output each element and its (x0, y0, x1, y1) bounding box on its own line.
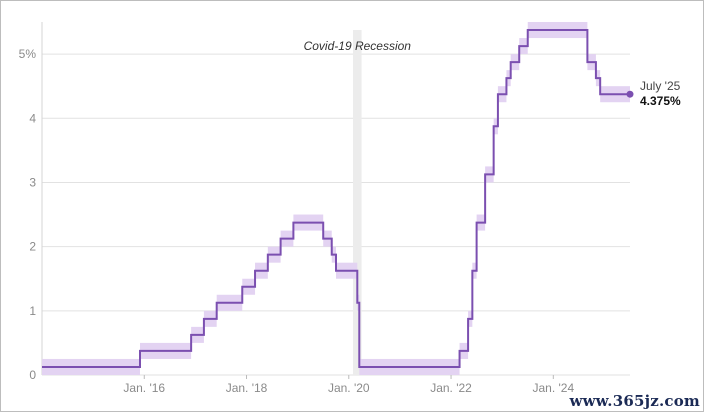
end-point-marker (626, 90, 634, 98)
y-tick-label: 3 (29, 175, 36, 189)
x-tick-label: Jan. '22 (430, 381, 472, 395)
recession-shading (353, 30, 362, 375)
watermark: www.365jz.com (569, 392, 700, 410)
end-value-label: 4.375% (640, 94, 681, 108)
target-range-band (42, 22, 630, 375)
y-tick-label: 5% (19, 47, 37, 61)
x-axis-ticks: Jan. '16 Jan. '18 Jan. '20 Jan. '22 Jan. '24 (123, 375, 574, 395)
end-date-label: July '25 (640, 79, 681, 93)
rate-step-line (42, 29, 630, 368)
y-tick-label: 0 (29, 368, 36, 382)
x-tick-label: Jan. '20 (328, 381, 370, 395)
y-tick-label: 4 (29, 111, 36, 125)
y-tick-label: 2 (29, 240, 36, 254)
y-tick-label: 1 (29, 304, 36, 318)
y-axis-ticks: 0 1 2 3 4 5% (19, 47, 37, 382)
x-tick-label: Jan. '24 (532, 381, 574, 395)
x-tick-label: Jan. '16 (123, 381, 165, 395)
grid-lines (41, 22, 630, 376)
recession-label: Covid-19 Recession (304, 39, 412, 53)
x-tick-label: Jan. '18 (226, 381, 268, 395)
